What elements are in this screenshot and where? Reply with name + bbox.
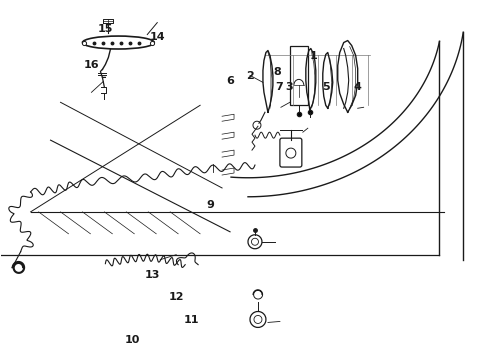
Text: 6: 6 [226, 76, 234, 86]
Text: 10: 10 [125, 334, 140, 345]
Text: 3: 3 [285, 82, 293, 92]
Text: 15: 15 [98, 24, 113, 35]
Text: 12: 12 [169, 292, 184, 302]
Text: 7: 7 [275, 82, 283, 92]
Text: 8: 8 [273, 67, 281, 77]
Text: 14: 14 [149, 32, 165, 41]
Bar [290, 45, 308, 105]
Text: 13: 13 [145, 270, 160, 280]
Text: 9: 9 [207, 200, 215, 210]
Text: 2: 2 [246, 71, 254, 81]
Text: 4: 4 [353, 82, 361, 92]
Text: 16: 16 [83, 60, 99, 70]
Text: 5: 5 [322, 82, 329, 92]
Text: 11: 11 [183, 315, 199, 325]
Text: 1: 1 [310, 51, 318, 61]
